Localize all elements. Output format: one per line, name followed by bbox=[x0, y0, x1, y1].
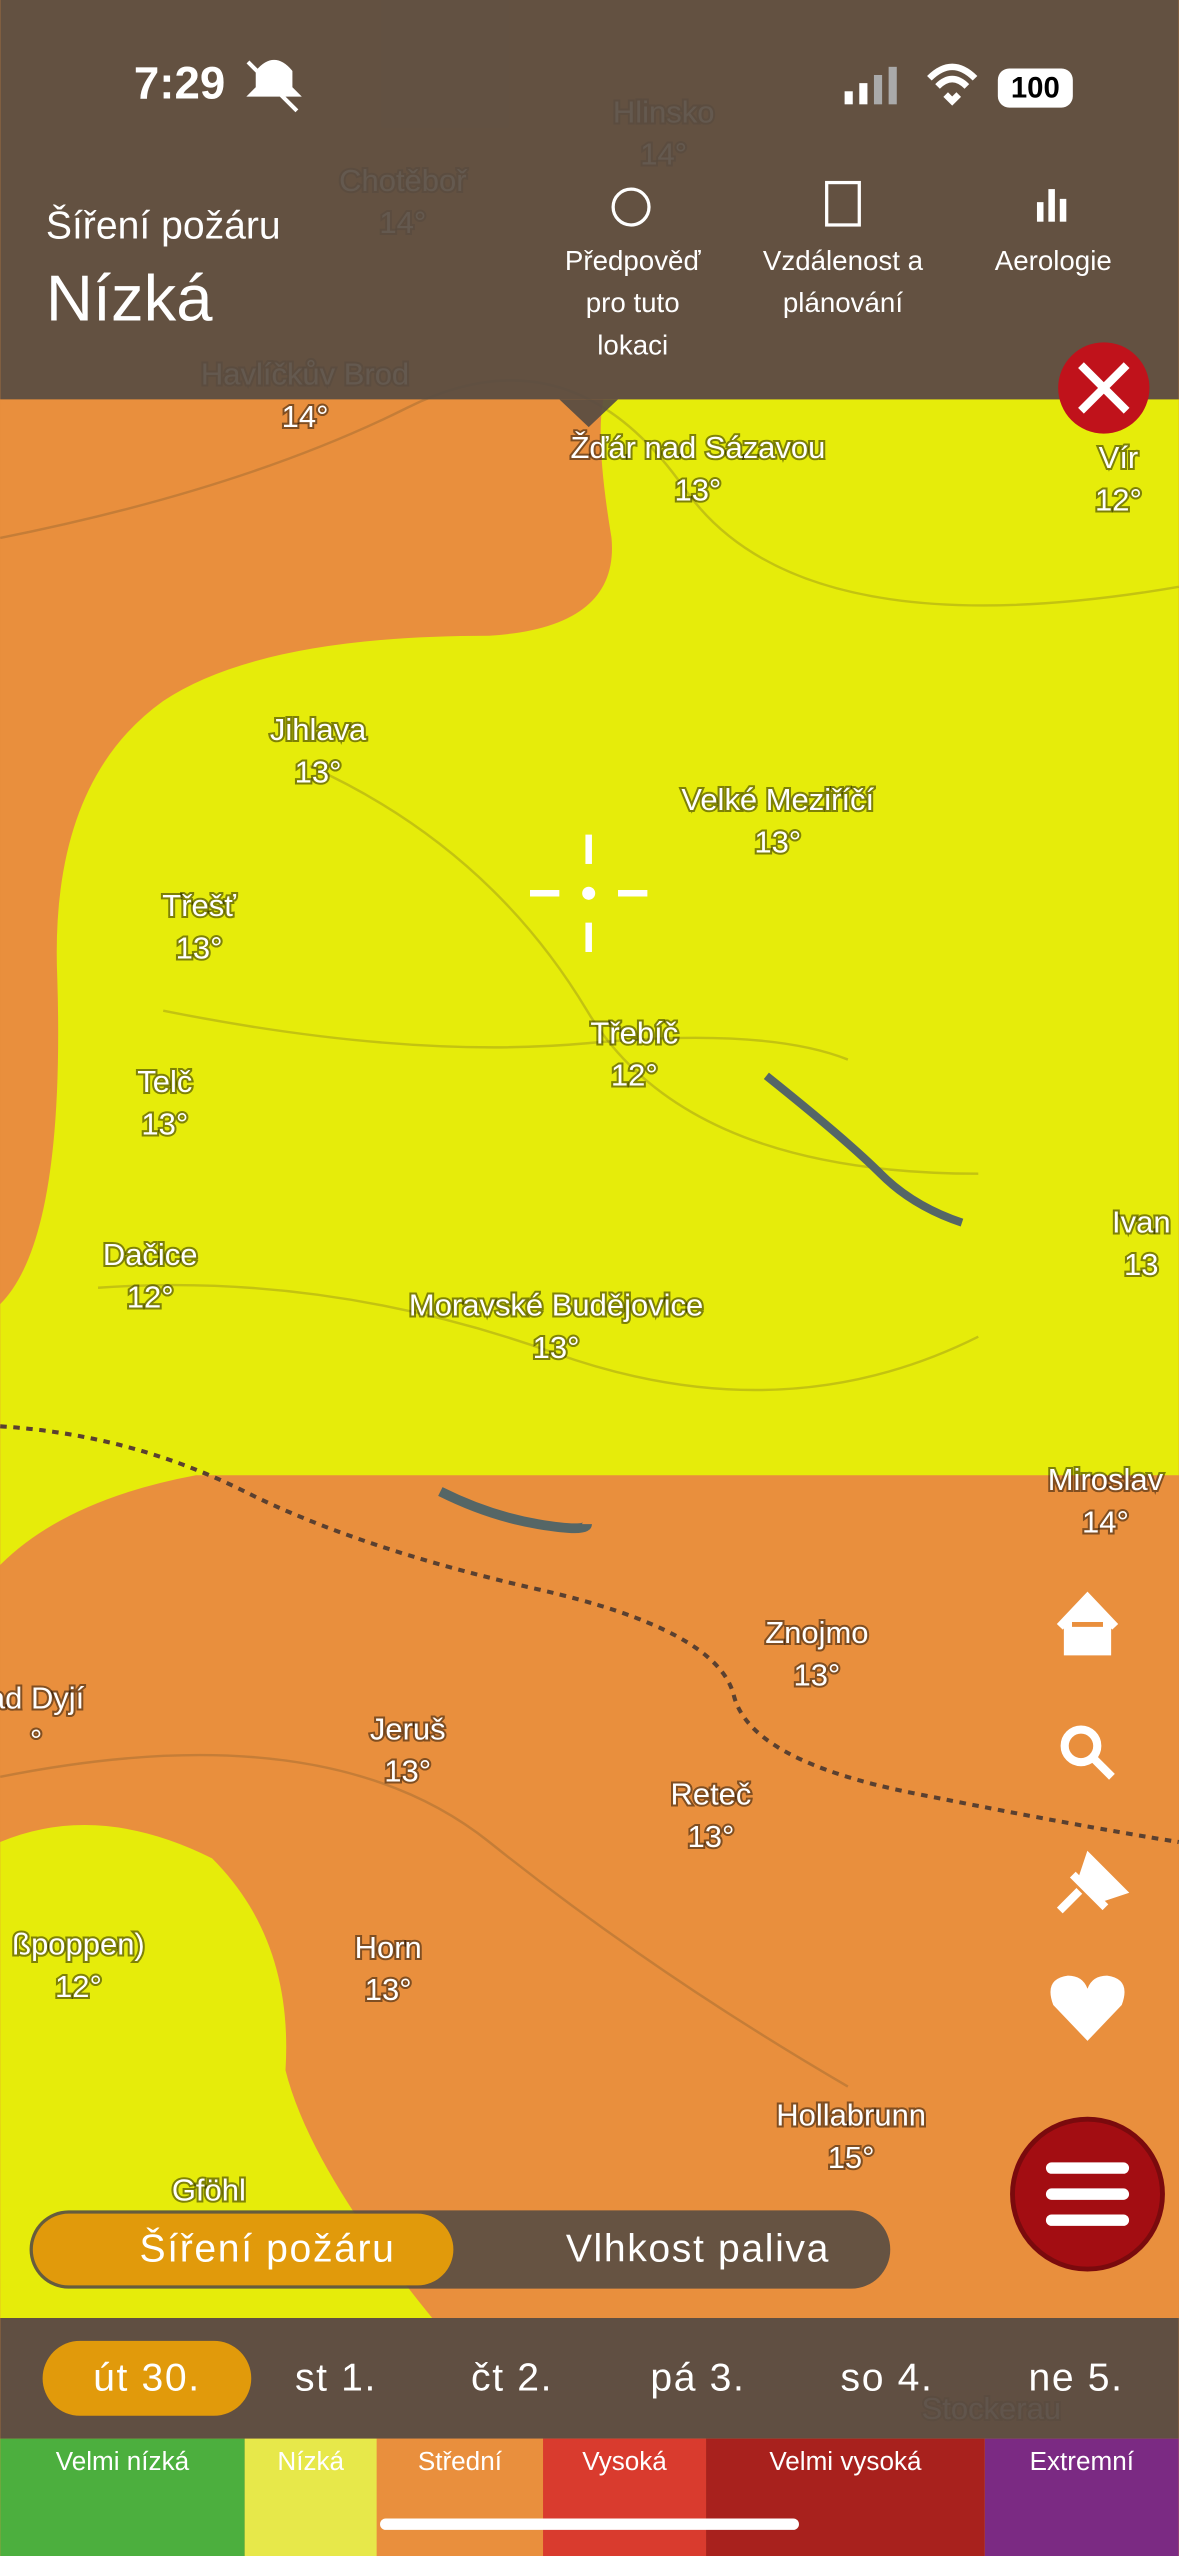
place-name: Reteč bbox=[670, 1777, 751, 1812]
map-yellow-zone bbox=[0, 1825, 433, 2319]
action-label[interactable]: Aerologie bbox=[995, 245, 1112, 276]
header-title: Nízká bbox=[46, 261, 213, 334]
place-name: Gföhl bbox=[172, 2173, 246, 2208]
place-name: Miroslav bbox=[1048, 1462, 1164, 1497]
place-name: Ivan bbox=[1112, 1204, 1171, 1239]
place-name: Žďár nad Sázavou bbox=[570, 430, 825, 465]
header bbox=[0, 0, 1179, 400]
legend-label: Nízká bbox=[277, 2446, 344, 2476]
place-name: Horn bbox=[355, 1930, 422, 1965]
map-yellow-zone bbox=[0, 399, 1179, 1565]
distance-icon[interactable] bbox=[825, 180, 861, 227]
day[interactable]: so 4. bbox=[841, 2356, 934, 2399]
action-label[interactable]: Předpověď bbox=[565, 245, 702, 276]
place-temp: 12° bbox=[55, 1969, 102, 2004]
action-label[interactable]: pro tuto bbox=[586, 287, 680, 318]
place-temp: 13° bbox=[176, 931, 223, 966]
home-indicator bbox=[380, 2518, 799, 2530]
battery bbox=[997, 68, 1073, 108]
legend-label: Vysoká bbox=[582, 2446, 667, 2476]
wifi-icon bbox=[927, 63, 978, 106]
days[interactable]: út 30. st 1. čt 2. pá 3. so 4. ne 5. bbox=[93, 2356, 1124, 2399]
favorite-button[interactable] bbox=[1050, 1975, 1125, 2041]
close-icon[interactable] bbox=[1078, 362, 1130, 414]
legend-swatch bbox=[543, 2438, 707, 2556]
bell-off-icon bbox=[246, 59, 302, 113]
forecast-icon[interactable] bbox=[611, 187, 651, 227]
place-temp: 13° bbox=[533, 1330, 580, 1365]
place-temp: 13° bbox=[295, 754, 342, 789]
place-name: Moravské Budějovice bbox=[409, 1288, 703, 1323]
place-temp: 13° bbox=[674, 472, 721, 507]
layer-option[interactable]: Vlhkost paliva bbox=[566, 2227, 830, 2270]
place-temp: 12° bbox=[127, 1279, 174, 1314]
place-temp: 14° bbox=[1082, 1504, 1129, 1539]
river bbox=[763, 1072, 964, 1227]
status-time: 7:29 bbox=[134, 57, 225, 108]
place-temp: ° bbox=[30, 1723, 42, 1758]
legend-label: Extremní bbox=[1030, 2446, 1135, 2476]
aerology-icon[interactable] bbox=[1036, 189, 1067, 222]
legend-label: Velmi nízká bbox=[56, 2446, 190, 2476]
legend-swatch bbox=[244, 2438, 377, 2556]
place-temp: 13° bbox=[688, 1819, 735, 1854]
menu-icon[interactable] bbox=[1045, 2162, 1130, 2226]
legend-swatch bbox=[706, 2438, 985, 2556]
place-name: Velké Meziříčí bbox=[681, 782, 874, 817]
place-name: Vír bbox=[1099, 440, 1139, 475]
place-temp: 15° bbox=[828, 2140, 875, 2175]
border bbox=[0, 1424, 1179, 1845]
day[interactable]: čt 2. bbox=[471, 2356, 553, 2399]
legend-swatch bbox=[0, 2438, 245, 2556]
battery-level: 100 bbox=[1011, 71, 1060, 104]
layer-option[interactable]: Šíření požáru bbox=[140, 2226, 396, 2270]
layer-active[interactable] bbox=[32, 2213, 454, 2286]
place-temp: 14° bbox=[282, 399, 329, 434]
place-temp: 12° bbox=[1095, 482, 1142, 517]
place-name: Třebíč bbox=[590, 1015, 678, 1050]
place-name: Třešť bbox=[162, 888, 236, 923]
day[interactable]: ne 5. bbox=[1029, 2356, 1124, 2399]
header-pointer bbox=[559, 399, 619, 428]
action-label[interactable]: Vzdálenost a bbox=[763, 245, 924, 276]
action-label[interactable]: lokaci bbox=[597, 330, 668, 361]
home-button[interactable] bbox=[1056, 1591, 1119, 1656]
place-temp: 13° bbox=[365, 1972, 412, 2007]
crosshair bbox=[530, 834, 648, 952]
search-button[interactable] bbox=[1060, 1725, 1115, 1780]
place-temp: 12° bbox=[611, 1058, 658, 1093]
place-name: Hollabrunn bbox=[776, 2098, 926, 2133]
legend-label: Velmi vysoká bbox=[769, 2446, 922, 2476]
place-temp: 13° bbox=[141, 1107, 188, 1142]
action-label[interactable]: plánování bbox=[783, 287, 903, 318]
place-name: ad Dyjí bbox=[0, 1680, 85, 1715]
signal-icon bbox=[844, 66, 897, 105]
place-temp: 13 bbox=[1124, 1247, 1158, 1282]
day[interactable]: st 1. bbox=[295, 2356, 377, 2399]
header-subtitle: Šíření požáru bbox=[46, 204, 281, 248]
day[interactable]: pá 3. bbox=[650, 2356, 745, 2399]
legend-label: Střední bbox=[418, 2446, 503, 2476]
place-name: Znojmo bbox=[765, 1615, 868, 1650]
place-name: Jeruš bbox=[370, 1711, 446, 1746]
place-name: ßpoppen) bbox=[12, 1927, 145, 1962]
place-temp: 13° bbox=[384, 1754, 431, 1789]
lake bbox=[438, 1487, 592, 1534]
place-temp: 13° bbox=[793, 1658, 840, 1693]
place-name: Telč bbox=[137, 1064, 192, 1099]
pin-button[interactable] bbox=[1056, 1850, 1130, 1914]
place-name: Jihlava bbox=[270, 712, 367, 747]
day-active[interactable] bbox=[42, 2340, 252, 2416]
place-name: Dačice bbox=[103, 1237, 198, 1272]
legend-swatch bbox=[376, 2438, 544, 2556]
legend: Velmi nízká Nízká Střední Vysoká Velmi vysok… bbox=[0, 2438, 1179, 2556]
day[interactable]: út 30. bbox=[93, 2356, 201, 2399]
place-temp: 13° bbox=[754, 825, 801, 860]
layer-options[interactable]: Šíření požáru Vlhkost paliva bbox=[140, 2226, 830, 2270]
legend-swatch bbox=[984, 2438, 1179, 2556]
header-actions[interactable]: Předpověď pro tuto lokaci Vzdálenost a pláno… bbox=[565, 245, 1112, 361]
